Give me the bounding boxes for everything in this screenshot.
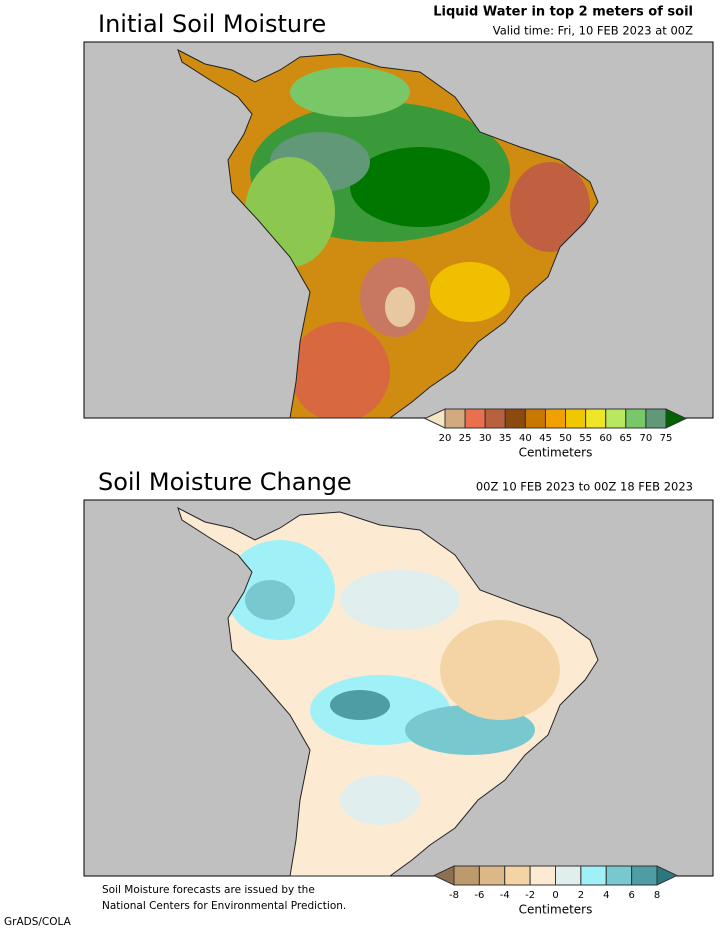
legend-tick-label: 2 (578, 890, 584, 901)
legend-swatch (625, 408, 647, 429)
panel-subtitle: Valid time: Fri, 10 FEB 2023 at 00Z (493, 24, 693, 38)
legend-swatch (605, 408, 627, 429)
legend-tick-label: 55 (579, 433, 592, 444)
legend-tick-label: 60 (599, 433, 612, 444)
legend-swatch (524, 408, 546, 429)
map-2 (83, 499, 714, 877)
legend-swatch (565, 408, 587, 429)
legend-swatch (453, 865, 480, 886)
legend-swatch (529, 865, 556, 886)
panel-title: Initial Soil Moisture (98, 10, 326, 38)
credit: GrADS/COLA (4, 916, 72, 928)
moisture-field (245, 67, 590, 418)
legend-label: Centimeters (519, 446, 593, 460)
map-1 (83, 41, 714, 419)
legend-tick-label: -2 (525, 890, 535, 901)
legend-tick-label: 40 (519, 433, 532, 444)
legend-swatch (504, 408, 526, 429)
legend-swatch (478, 865, 506, 886)
legend-arrow (656, 865, 679, 886)
legend-tick-label: 65 (619, 433, 632, 444)
legend-label: Centimeters (519, 903, 593, 917)
legend-tick-label: 8 (654, 890, 660, 901)
legend-swatch (605, 865, 633, 886)
legend-tick-label: 4 (603, 890, 609, 901)
legend-tick-label: -8 (449, 890, 459, 901)
legend-swatch (444, 408, 466, 429)
legend-tick-label: -4 (500, 890, 510, 901)
panel-heading: Liquid Water in top 2 meters of soil (433, 5, 693, 20)
legend-tick-label: 75 (660, 433, 673, 444)
legend-tick-label: 45 (539, 433, 552, 444)
legend-tick-label: 70 (640, 433, 653, 444)
footnote: National Centers for Environmental Predi… (102, 900, 346, 912)
legend-arrow (665, 408, 688, 429)
legend-swatch (484, 408, 506, 429)
legend-swatch (464, 408, 486, 429)
legend-tick-label: 0 (552, 890, 558, 901)
legend-tick-label: 25 (459, 433, 472, 444)
legend-swatch (580, 865, 607, 886)
legend-swatch (504, 865, 531, 886)
legend-tick-label: 50 (559, 433, 572, 444)
panel-title: Soil Moisture Change (98, 468, 352, 496)
change-field (225, 540, 560, 825)
legend-swatch (585, 408, 607, 429)
legend-swatch (544, 408, 567, 429)
legend-tick-label: -6 (474, 890, 484, 901)
panel-subtitle: 00Z 10 FEB 2023 to 00Z 18 FEB 2023 (476, 480, 693, 494)
legend-swatch (645, 408, 667, 429)
legend-tick-label: 30 (479, 433, 492, 444)
footnote: Soil Moisture forecasts are issued by th… (102, 884, 315, 896)
legend-tick-label: 20 (439, 433, 452, 444)
legend-tick-label: 35 (499, 433, 512, 444)
legend-swatch (631, 865, 658, 886)
legend-swatch (555, 865, 582, 886)
legend-tick-label: 6 (628, 890, 634, 901)
